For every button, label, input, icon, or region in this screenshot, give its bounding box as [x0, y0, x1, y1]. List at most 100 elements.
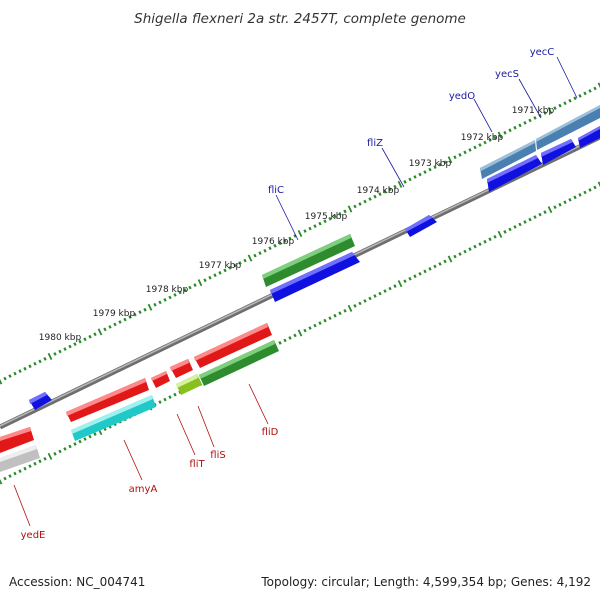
- gene-blue-1[interactable]: [487, 155, 542, 192]
- minor-tick: [358, 301, 362, 306]
- minor-tick: [8, 374, 12, 378]
- minor-tick: [158, 400, 162, 404]
- minor-tick: [38, 459, 42, 464]
- minor-tick: [423, 170, 427, 174]
- minor-tick: [218, 270, 222, 275]
- minor-tick: [283, 338, 287, 343]
- minor-tick: [343, 209, 347, 214]
- label-yecS[interactable]: yecS: [495, 69, 519, 80]
- gene-red-2[interactable]: [151, 371, 170, 388]
- minor-tick: [433, 264, 437, 269]
- minor-tick: [293, 234, 297, 238]
- minor-tick: [278, 340, 282, 345]
- minor-tick: [353, 303, 357, 308]
- label-yecC[interactable]: yecC: [530, 47, 555, 58]
- minor-tick: [113, 322, 117, 327]
- gene-fliD[interactable]: [199, 340, 279, 386]
- minor-tick: [533, 116, 537, 120]
- major-tick: [497, 230, 503, 238]
- minor-tick: [458, 152, 462, 157]
- minor-tick: [228, 266, 232, 270]
- reverse-gene-labels: fliD fliS fliT amyA yedE: [13, 383, 279, 541]
- minor-tick: [178, 290, 182, 295]
- minor-tick: [163, 397, 167, 402]
- major-tick: [497, 131, 503, 139]
- minor-tick: [483, 140, 487, 145]
- gene-blue-5[interactable]: [270, 252, 360, 302]
- minor-tick: [518, 123, 522, 128]
- minor-tick: [473, 244, 477, 249]
- gene-red-1[interactable]: [194, 323, 272, 368]
- minor-tick: [313, 323, 317, 328]
- ruler-label: 1980 kbp: [39, 333, 82, 343]
- major-tick: [297, 230, 303, 237]
- minor-tick: [288, 236, 292, 241]
- minor-tick: [358, 202, 362, 206]
- major-tick: [147, 303, 153, 311]
- minor-tick: [543, 210, 547, 215]
- minor-tick: [333, 214, 337, 219]
- gene-fliS[interactable]: [176, 374, 202, 395]
- gene-fliC[interactable]: [262, 234, 355, 287]
- minor-tick: [168, 295, 172, 300]
- minor-tick: [78, 439, 82, 444]
- gene-yedE[interactable]: [0, 427, 34, 453]
- minor-tick: [553, 106, 557, 111]
- minor-tick: [268, 246, 272, 251]
- minor-tick: [103, 327, 107, 332]
- minor-tick: [443, 259, 447, 264]
- minor-tick: [563, 200, 567, 205]
- minor-tick: [308, 326, 312, 330]
- gene-yedO[interactable]: [480, 140, 536, 179]
- minor-tick: [68, 344, 72, 349]
- label-fliD[interactable]: fliD: [262, 427, 279, 438]
- minor-tick: [138, 310, 142, 315]
- minor-tick: [53, 352, 57, 356]
- label-amyA[interactable]: amyA: [129, 484, 158, 495]
- major-tick: [197, 279, 203, 287]
- ruler-label: 1973 kbp: [409, 159, 452, 169]
- minor-tick: [413, 175, 417, 179]
- label-fliS[interactable]: fliS: [210, 450, 225, 461]
- minor-tick: [58, 449, 62, 454]
- label-yedE[interactable]: yedE: [21, 530, 46, 541]
- minor-tick: [208, 275, 212, 280]
- label-fliC[interactable]: fliC: [268, 185, 284, 196]
- minor-tick: [463, 249, 467, 254]
- gene-blue-6[interactable]: [29, 392, 52, 410]
- gene-blue-2[interactable]: [541, 139, 576, 165]
- gene-grey[interactable]: [0, 445, 40, 472]
- minor-tick: [593, 185, 597, 190]
- minor-tick: [193, 283, 197, 288]
- minor-tick: [53, 451, 57, 456]
- minor-tick: [378, 192, 382, 197]
- minor-tick: [78, 339, 82, 344]
- gene-blue-4[interactable]: [405, 215, 437, 237]
- minor-tick: [528, 118, 532, 123]
- minor-tick: [333, 313, 337, 318]
- minor-tick: [163, 297, 167, 302]
- minor-tick: [388, 187, 392, 192]
- minor-tick: [153, 302, 157, 307]
- minor-tick: [578, 192, 582, 197]
- ruler-label: 1976 kbp: [252, 237, 295, 247]
- minor-tick: [583, 190, 587, 195]
- label-fliZ[interactable]: fliZ: [367, 138, 383, 149]
- minor-tick: [233, 263, 237, 268]
- minor-tick: [133, 312, 137, 317]
- ruler: 1980 kbp 1979 kbp 1978 kbp 1977 kbp 1976…: [39, 106, 555, 343]
- minor-tick: [378, 291, 382, 296]
- major-tick: [397, 180, 403, 188]
- minor-tick: [18, 369, 22, 374]
- minor-tick: [143, 307, 147, 312]
- major-tick: [597, 82, 600, 89]
- minor-tick: [408, 276, 412, 281]
- major-tick: [347, 205, 353, 213]
- minor-tick: [588, 89, 592, 93]
- label-fliT[interactable]: fliT: [189, 459, 205, 470]
- minor-tick: [183, 288, 187, 292]
- minor-tick: [258, 251, 262, 256]
- label-yedO[interactable]: yedO: [449, 91, 475, 102]
- minor-tick: [453, 254, 457, 259]
- minor-tick: [478, 143, 482, 147]
